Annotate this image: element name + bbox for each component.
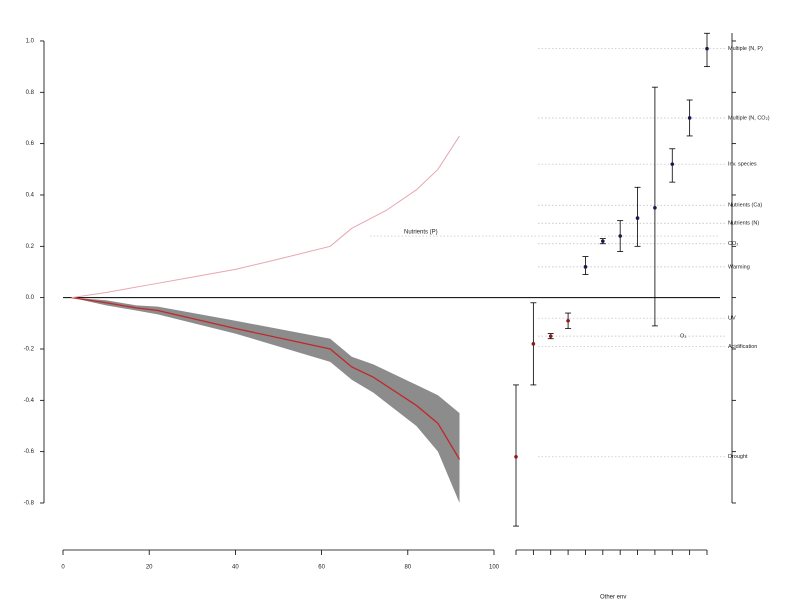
effect-label: Drought xyxy=(728,454,748,460)
effect-label: UV xyxy=(728,316,736,322)
effect-point xyxy=(635,216,640,220)
effect-point xyxy=(548,334,553,338)
effect-label: Multiple (N, CO₂) xyxy=(728,115,770,121)
effect-label: Nutrients (Ca) xyxy=(728,203,762,209)
x-tick-label: 40 xyxy=(232,565,239,571)
y-tick-label: 0.4 xyxy=(26,193,35,199)
x-tick-label: 20 xyxy=(146,565,153,571)
positive-line xyxy=(71,135,460,299)
x-tick-label: 80 xyxy=(404,565,411,571)
effect-label: Nutrients (N) xyxy=(728,221,759,227)
effect-point xyxy=(531,342,536,346)
y-tick-label: -0.4 xyxy=(24,398,35,404)
y-tick-label: 1.0 xyxy=(26,39,35,45)
y-tick-label: -0.2 xyxy=(24,347,35,353)
effect-point xyxy=(601,239,605,243)
effect-label: Inv. species xyxy=(728,162,757,168)
effect-label: CO₂ xyxy=(728,241,738,247)
effect-point xyxy=(705,46,709,51)
y-tick-label: -0.6 xyxy=(24,449,35,455)
y-tick-label: 0.8 xyxy=(26,90,35,96)
effect-label: Acidification xyxy=(728,344,757,350)
x-tick-label: 0 xyxy=(61,565,65,571)
x-axis-label: Other env xyxy=(600,595,626,600)
effect-point xyxy=(583,265,588,269)
effect-point xyxy=(618,234,622,238)
effect-label: Warming xyxy=(728,264,750,270)
effect-point xyxy=(514,454,518,459)
effect-point xyxy=(670,162,675,166)
effect-label: O₃ xyxy=(680,334,687,340)
curve-label: Nutrients (P) xyxy=(404,230,438,236)
effect-point xyxy=(653,206,657,210)
effect-point xyxy=(566,318,570,323)
x-tick-label: 100 xyxy=(489,565,500,571)
y-tick-label: -0.8 xyxy=(24,501,35,507)
confidence-band xyxy=(71,297,460,503)
y-tick-label: 0.2 xyxy=(26,244,35,250)
effect-label: Multiple (N, P) xyxy=(728,46,763,52)
mean-line xyxy=(71,297,461,460)
y-tick-label: 0.0 xyxy=(26,295,35,301)
y-tick-label: 0.6 xyxy=(26,141,35,147)
x-tick-label: 60 xyxy=(318,565,325,571)
effect-point xyxy=(687,116,692,120)
